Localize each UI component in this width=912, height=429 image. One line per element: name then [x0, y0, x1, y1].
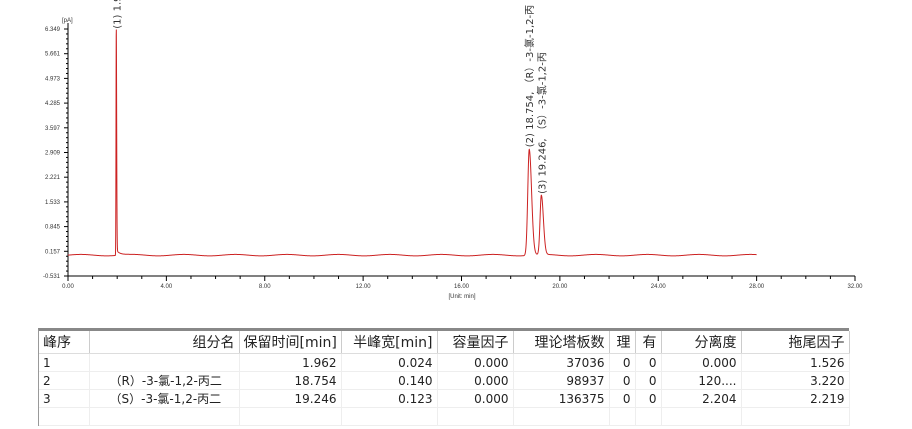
table-row[interactable]: 3 （S）-3-氯-1,2-丙二 19.246 0.123 0.000 136375 0 0 2… — [39, 389, 850, 408]
y-tick-label: 0.845 — [45, 225, 61, 231]
table-cell: 1.962 — [239, 353, 342, 372]
empty-row — [39, 407, 850, 426]
y-tick-label: 5.661 — [45, 52, 61, 58]
table-cell: 0.123 — [341, 389, 438, 408]
empty-cell — [635, 407, 662, 426]
table-cell: 120.... — [661, 371, 742, 390]
peak-label: (3) 19.246, （S）-3-氯-1,2-丙 — [535, 52, 548, 194]
column-header[interactable]: 有 — [635, 331, 662, 354]
x-tick-label: 8.00 — [259, 284, 271, 290]
empty-cell — [741, 407, 850, 426]
table-cell: 0 — [635, 389, 662, 408]
y-tick-label: 1.533 — [45, 200, 61, 206]
table-cell: 0.000 — [661, 353, 742, 372]
table-cell: 19.246 — [239, 389, 342, 408]
y-tick-label: 2.221 — [45, 175, 61, 181]
table-cell: 3.220 — [741, 371, 850, 390]
x-tick-label: 24.00 — [651, 284, 667, 290]
table-row[interactable]: 1 1.962 0.024 0.000 37036 0 0 0.000 1.526 — [39, 353, 850, 372]
table-cell: 0.140 — [341, 371, 438, 390]
empty-cell — [609, 407, 636, 426]
table-cell: 1.526 — [741, 353, 850, 372]
y-tick-label: 3.597 — [45, 126, 61, 132]
column-header[interactable]: 拖尾因子 — [741, 331, 850, 354]
table-cell: 18.754 — [239, 371, 342, 390]
column-header[interactable]: 峰序 — [39, 331, 90, 354]
table-cell: 0 — [635, 371, 662, 390]
table-cell: 0.000 — [437, 371, 514, 390]
column-header[interactable]: 理论塔板数 — [513, 331, 610, 354]
empty-cell — [661, 407, 742, 426]
column-header[interactable]: 半峰宽[min] — [341, 331, 438, 354]
table-cell: 37036 — [513, 353, 610, 372]
table-cell: 136375 — [513, 389, 610, 408]
y-tick-label: 2.909 — [45, 151, 61, 157]
table-row[interactable]: 2 （R）-3-氯-1,2-丙二 18.754 0.140 0.000 98937 0 0 12… — [39, 371, 850, 390]
table-cell: 1 — [39, 353, 90, 372]
y-axis-label: [pA] — [62, 18, 73, 24]
x-tick-label: 0.00 — [62, 284, 74, 290]
x-tick-label: 28.00 — [749, 284, 765, 290]
table-cell: （R）-3-氯-1,2-丙二 — [89, 371, 240, 390]
table-cell — [89, 353, 240, 372]
table-cell: 0.000 — [437, 353, 514, 372]
table-cell: 3 — [39, 389, 90, 408]
x-tick-label: 32.00 — [847, 284, 863, 290]
table-cell: 2 — [39, 371, 90, 390]
column-header[interactable]: 理 — [609, 331, 636, 354]
table-cell: 0.024 — [341, 353, 438, 372]
x-axis-label: [Unit: min] — [448, 294, 475, 300]
chromatogram-trace — [67, 29, 757, 257]
y-tick-label: 4.285 — [45, 101, 61, 107]
x-tick-label: 16.00 — [454, 284, 470, 290]
peak-label: (1) 1.962 — [112, 0, 123, 29]
table-cell: 2.219 — [741, 389, 850, 408]
table-cell: 98937 — [513, 371, 610, 390]
peak-label: (2) 18.754, （R）-3-氯-1,2-丙 — [523, 5, 536, 147]
empty-cell — [89, 407, 240, 426]
table-cell: 0 — [609, 353, 636, 372]
y-tick-label: 4.973 — [45, 76, 61, 82]
column-header[interactable]: 分离度 — [661, 331, 742, 354]
column-header[interactable]: 保留时间[min] — [239, 331, 342, 354]
table-cell: 0 — [635, 353, 662, 372]
table-cell: 0 — [609, 371, 636, 390]
x-tick-label: 20.00 — [552, 284, 568, 290]
y-tick-label: 6.349 — [45, 27, 61, 33]
table-cell: 2.204 — [661, 389, 742, 408]
empty-cell — [513, 407, 610, 426]
empty-cell — [341, 407, 438, 426]
y-tick-label: -0.531 — [43, 274, 61, 280]
table-cell: 0 — [609, 389, 636, 408]
empty-cell — [239, 407, 342, 426]
peak-table: 峰序 组分名 保留时间[min] 半峰宽[min] 容量因子 理论塔板数理有分离度 拖尾因子… — [38, 328, 850, 426]
x-tick-label: 4.00 — [161, 284, 173, 290]
x-tick-label: 12.00 — [356, 284, 372, 290]
column-header[interactable]: 组分名 — [89, 331, 240, 354]
chromatogram-chart: [pA] [Unit: min] 6.349 5.661 4.973 4.285 3.5… — [43, 0, 863, 300]
empty-cell — [39, 407, 90, 426]
empty-cell — [437, 407, 514, 426]
column-header[interactable]: 容量因子 — [437, 331, 514, 354]
table-cell: （S）-3-氯-1,2-丙二 — [89, 389, 240, 408]
table-cell: 0.000 — [437, 389, 514, 408]
y-tick-label: 0.157 — [45, 249, 61, 255]
